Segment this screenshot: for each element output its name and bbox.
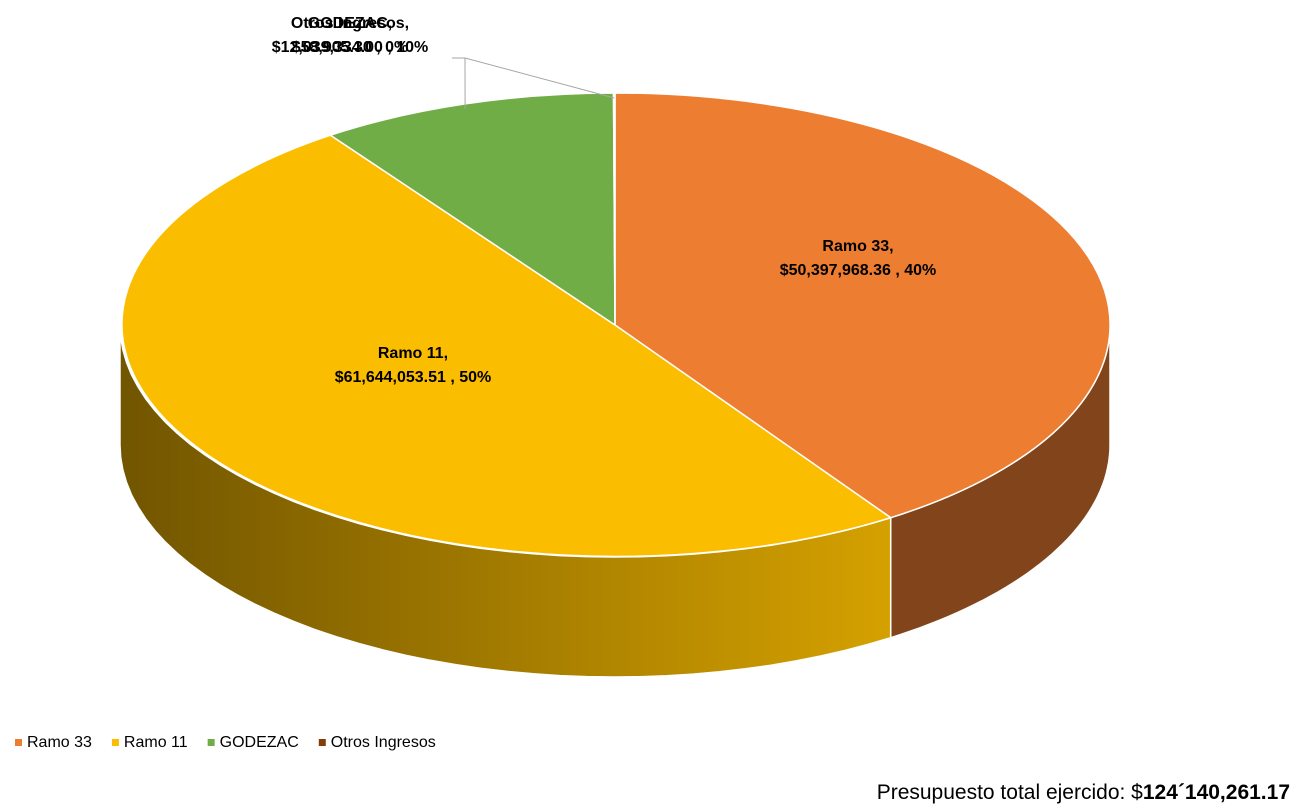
slice: [612, 92, 616, 326]
legend-swatch: [318, 739, 326, 746]
legend-swatch: [207, 739, 215, 746]
value-label: $50,397,968.36 , 40%: [780, 262, 937, 279]
slice: [121, 134, 893, 558]
legend-swatch: [111, 739, 119, 746]
legend-label: GODEZAC: [220, 734, 299, 751]
legend-swatch: [15, 739, 22, 746]
note-prefix: Presupuesto total ejercido: $: [877, 781, 1143, 804]
note-amount: 124´140,261.17: [1143, 781, 1290, 804]
pie-tops: [121, 92, 1111, 558]
leader-line: [452, 57, 615, 99]
value-label: $58,905.30 , 0%: [292, 39, 409, 56]
value-label: $12,039,334.00 , 10%: [272, 39, 429, 56]
legend-label: Otros Ingresos: [331, 734, 436, 751]
leader-line: [452, 57, 466, 109]
label-title: GODEZAC,: [308, 15, 392, 32]
legend-label: Ramo 33: [27, 734, 92, 751]
data-labels: Ramo 33, $50,397,968.36 , 40% Ramo 11, $61,…: [272, 15, 937, 386]
legend-label: Ramo 11: [124, 734, 188, 751]
slice: [614, 92, 1111, 519]
label-title: Ramo 11,: [378, 345, 448, 362]
total-note: Presupuesto total ejercido: $124´140,261…: [877, 781, 1290, 804]
label-title: Ramo 33,: [822, 238, 893, 255]
value-label: $61,644,053.51 , 50%: [335, 369, 492, 386]
label-title: Otros Ingresos,: [291, 15, 409, 32]
legend: Ramo 33 Ramo 11 GODEZAC Otros Ingresos: [15, 734, 436, 751]
